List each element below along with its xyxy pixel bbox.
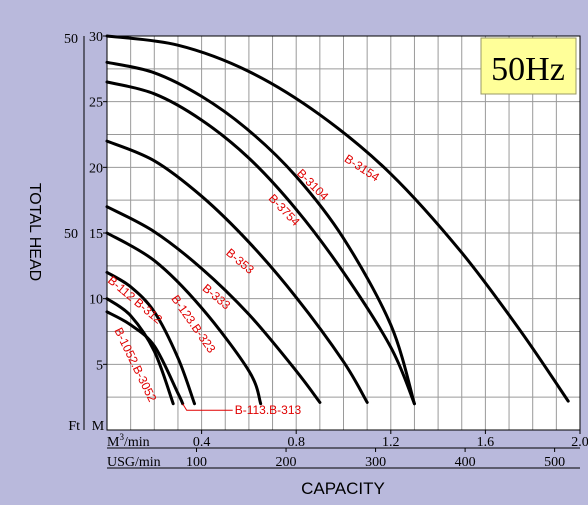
y-ft-tick-label: 50	[64, 227, 78, 242]
x-usg-tick-label: 100	[186, 455, 207, 470]
curve-b-3104	[105, 60, 416, 406]
x-unit-m3: M3/min	[107, 432, 150, 450]
curves	[105, 34, 570, 406]
y-m-tick-label: 30	[89, 30, 103, 45]
curve-b-123-b-323	[105, 231, 263, 406]
y-axis-label: TOTAL HEAD	[26, 183, 43, 281]
curve-label: B-113.B-313	[235, 403, 302, 417]
curve-b-112-b-312	[105, 270, 196, 406]
curve-b-353	[105, 139, 369, 404]
y-m-tick-label: 15	[89, 227, 103, 242]
label-leader-line	[182, 403, 233, 411]
x-m3-tick-label: 0.4	[193, 435, 211, 450]
curve-b-3154	[105, 34, 570, 403]
curve-b-113-b-313	[105, 310, 185, 406]
x-m3-tick-label: 1.2	[382, 435, 400, 450]
y-m-tick-label: 5	[96, 358, 103, 373]
m-unit-label: M	[92, 419, 105, 434]
y-m-tick-label: 20	[89, 161, 103, 176]
axes: 5 10 15 20 25 30 0.4 0.8 1.2 1.6 2.0 100 200 300 400 50…	[83, 30, 588, 470]
x-axis-label: CAPACITY	[301, 479, 385, 498]
curve-b-3754	[105, 80, 416, 406]
curve-b-1052-b-3052	[105, 297, 175, 406]
frequency-badge-box	[480, 37, 577, 95]
x-unit-usg: USG/min	[107, 455, 161, 470]
ft-unit-label: Ft	[68, 419, 80, 434]
y-ft-tick-label: 50	[64, 32, 78, 47]
y-m-tick-label: 25	[89, 96, 103, 111]
x-m3-tick-label: 2.0	[571, 435, 588, 450]
y-m-tick-label: 10	[89, 293, 103, 308]
x-m3-tick-label: 0.8	[287, 435, 305, 450]
x-m3-tick-label: 1.6	[477, 435, 495, 450]
curve-b-333	[105, 205, 322, 404]
x-usg-tick-label: 400	[455, 455, 476, 470]
grid	[107, 36, 580, 430]
x-usg-tick-label: 500	[544, 455, 565, 470]
frequency-badge: 50Hz	[491, 51, 565, 88]
x-usg-tick-label: 200	[276, 455, 297, 470]
x-usg-tick-label: 300	[365, 455, 386, 470]
